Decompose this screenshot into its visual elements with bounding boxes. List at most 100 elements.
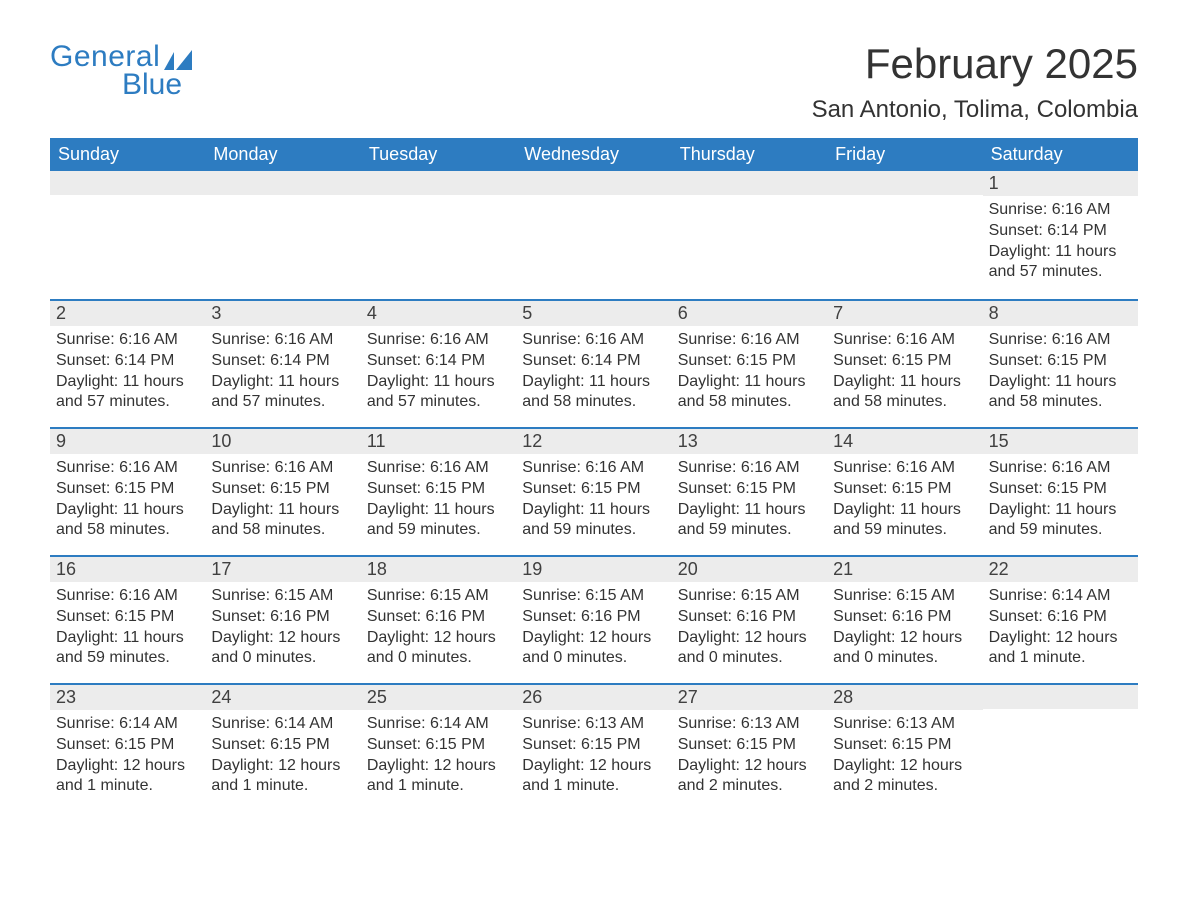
daylight-text: Daylight: 12 hours and 1 minute. bbox=[211, 756, 354, 798]
sunset-text: Sunset: 6:15 PM bbox=[211, 479, 354, 500]
sunrise-text: Sunrise: 6:16 AM bbox=[989, 330, 1132, 351]
dow-saturday: Saturday bbox=[983, 138, 1138, 171]
daylight-text: Daylight: 11 hours and 58 minutes. bbox=[522, 372, 665, 414]
day-cell: 21Sunrise: 6:15 AMSunset: 6:16 PMDayligh… bbox=[827, 557, 982, 683]
day-cell: 1 Sunrise: 6:16 AMSunset: 6:14 PMDaylight… bbox=[983, 171, 1138, 299]
day-cell: 18Sunrise: 6:15 AMSunset: 6:16 PMDayligh… bbox=[361, 557, 516, 683]
day-cell: 3Sunrise: 6:16 AMSunset: 6:14 PMDaylight… bbox=[205, 301, 360, 427]
dow-tuesday: Tuesday bbox=[361, 138, 516, 171]
day-body: Sunrise: 6:16 AMSunset: 6:14 PMDaylight:… bbox=[361, 326, 516, 423]
month-title: February 2025 bbox=[812, 40, 1138, 88]
sunset-text: Sunset: 6:15 PM bbox=[678, 351, 821, 372]
sunrise-text: Sunrise: 6:16 AM bbox=[833, 330, 976, 351]
day-number: 11 bbox=[361, 429, 516, 454]
daylight-text: Daylight: 11 hours and 57 minutes. bbox=[989, 242, 1132, 284]
day-cell: 6Sunrise: 6:16 AMSunset: 6:15 PMDaylight… bbox=[672, 301, 827, 427]
day-body: Sunrise: 6:16 AMSunset: 6:15 PMDaylight:… bbox=[983, 326, 1138, 423]
day-cell: 13Sunrise: 6:16 AMSunset: 6:15 PMDayligh… bbox=[672, 429, 827, 555]
day-body: Sunrise: 6:14 AMSunset: 6:16 PMDaylight:… bbox=[983, 582, 1138, 679]
sunset-text: Sunset: 6:14 PM bbox=[211, 351, 354, 372]
day-number: 26 bbox=[516, 685, 671, 710]
day-body: Sunrise: 6:16 AMSunset: 6:15 PMDaylight:… bbox=[205, 454, 360, 551]
sunrise-text: Sunrise: 6:15 AM bbox=[678, 586, 821, 607]
daylight-text: Daylight: 12 hours and 0 minutes. bbox=[678, 628, 821, 670]
sunset-text: Sunset: 6:14 PM bbox=[989, 221, 1132, 242]
day-cell: 12Sunrise: 6:16 AMSunset: 6:15 PMDayligh… bbox=[516, 429, 671, 555]
day-cell: 27Sunrise: 6:13 AMSunset: 6:15 PMDayligh… bbox=[672, 685, 827, 811]
sunrise-text: Sunrise: 6:16 AM bbox=[56, 586, 199, 607]
day-body: Sunrise: 6:16 AMSunset: 6:15 PMDaylight:… bbox=[827, 326, 982, 423]
day-cell: 8Sunrise: 6:16 AMSunset: 6:15 PMDaylight… bbox=[983, 301, 1138, 427]
sunset-text: Sunset: 6:15 PM bbox=[211, 735, 354, 756]
day-body: Sunrise: 6:15 AMSunset: 6:16 PMDaylight:… bbox=[672, 582, 827, 679]
day-body: Sunrise: 6:16 AMSunset: 6:15 PMDaylight:… bbox=[516, 454, 671, 551]
day-cell bbox=[361, 171, 516, 299]
sunrise-text: Sunrise: 6:15 AM bbox=[522, 586, 665, 607]
day-body: Sunrise: 6:15 AMSunset: 6:16 PMDaylight:… bbox=[361, 582, 516, 679]
sunset-text: Sunset: 6:14 PM bbox=[367, 351, 510, 372]
daylight-text: Daylight: 12 hours and 1 minute. bbox=[367, 756, 510, 798]
calendar: Sunday Monday Tuesday Wednesday Thursday… bbox=[50, 138, 1138, 811]
sunrise-text: Sunrise: 6:14 AM bbox=[367, 714, 510, 735]
day-body: Sunrise: 6:14 AMSunset: 6:15 PMDaylight:… bbox=[50, 710, 205, 807]
location-text: San Antonio, Tolima, Colombia bbox=[812, 96, 1138, 124]
sunset-text: Sunset: 6:16 PM bbox=[367, 607, 510, 628]
day-number: 4 bbox=[361, 301, 516, 326]
day-body: Sunrise: 6:16 AMSunset: 6:15 PMDaylight:… bbox=[672, 326, 827, 423]
day-cell bbox=[983, 685, 1138, 811]
day-number: 25 bbox=[361, 685, 516, 710]
daylight-text: Daylight: 11 hours and 58 minutes. bbox=[833, 372, 976, 414]
sunrise-text: Sunrise: 6:14 AM bbox=[56, 714, 199, 735]
day-cell: 4Sunrise: 6:16 AMSunset: 6:14 PMDaylight… bbox=[361, 301, 516, 427]
day-cell: 26Sunrise: 6:13 AMSunset: 6:15 PMDayligh… bbox=[516, 685, 671, 811]
day-number bbox=[516, 171, 671, 195]
day-body: Sunrise: 6:16 AMSunset: 6:15 PMDaylight:… bbox=[672, 454, 827, 551]
dow-monday: Monday bbox=[205, 138, 360, 171]
sunrise-text: Sunrise: 6:13 AM bbox=[833, 714, 976, 735]
daylight-text: Daylight: 11 hours and 58 minutes. bbox=[989, 372, 1132, 414]
daylight-text: Daylight: 11 hours and 59 minutes. bbox=[833, 500, 976, 542]
daylight-text: Daylight: 11 hours and 58 minutes. bbox=[678, 372, 821, 414]
sunrise-text: Sunrise: 6:13 AM bbox=[522, 714, 665, 735]
day-body: Sunrise: 6:16 AMSunset: 6:14 PMDaylight:… bbox=[205, 326, 360, 423]
day-cell: 9Sunrise: 6:16 AMSunset: 6:15 PMDaylight… bbox=[50, 429, 205, 555]
day-body: Sunrise: 6:14 AMSunset: 6:15 PMDaylight:… bbox=[205, 710, 360, 807]
day-cell: 24Sunrise: 6:14 AMSunset: 6:15 PMDayligh… bbox=[205, 685, 360, 811]
day-cell: 7Sunrise: 6:16 AMSunset: 6:15 PMDaylight… bbox=[827, 301, 982, 427]
day-body: Sunrise: 6:16 AMSunset: 6:14 PMDaylight:… bbox=[516, 326, 671, 423]
day-number bbox=[983, 685, 1138, 709]
sunrise-text: Sunrise: 6:16 AM bbox=[989, 200, 1132, 221]
sunset-text: Sunset: 6:15 PM bbox=[989, 351, 1132, 372]
sunset-text: Sunset: 6:15 PM bbox=[833, 479, 976, 500]
sunrise-text: Sunrise: 6:16 AM bbox=[522, 330, 665, 351]
week-row: 2Sunrise: 6:16 AMSunset: 6:14 PMDaylight… bbox=[50, 299, 1138, 427]
day-number: 12 bbox=[516, 429, 671, 454]
sunrise-text: Sunrise: 6:16 AM bbox=[367, 458, 510, 479]
sunset-text: Sunset: 6:15 PM bbox=[678, 479, 821, 500]
daylight-text: Daylight: 11 hours and 59 minutes. bbox=[989, 500, 1132, 542]
sunset-text: Sunset: 6:15 PM bbox=[522, 479, 665, 500]
sunset-text: Sunset: 6:14 PM bbox=[56, 351, 199, 372]
sunset-text: Sunset: 6:16 PM bbox=[833, 607, 976, 628]
day-cell: 16Sunrise: 6:16 AMSunset: 6:15 PMDayligh… bbox=[50, 557, 205, 683]
sunset-text: Sunset: 6:16 PM bbox=[989, 607, 1132, 628]
day-body: Sunrise: 6:14 AMSunset: 6:15 PMDaylight:… bbox=[361, 710, 516, 807]
daylight-text: Daylight: 11 hours and 57 minutes. bbox=[56, 372, 199, 414]
daylight-text: Daylight: 11 hours and 57 minutes. bbox=[367, 372, 510, 414]
sunset-text: Sunset: 6:16 PM bbox=[522, 607, 665, 628]
weeks-container: 1Sunrise: 6:16 AMSunset: 6:14 PMDaylight… bbox=[50, 171, 1138, 811]
day-body: Sunrise: 6:16 AMSunset: 6:15 PMDaylight:… bbox=[827, 454, 982, 551]
sunrise-text: Sunrise: 6:16 AM bbox=[211, 458, 354, 479]
sunrise-text: Sunrise: 6:14 AM bbox=[211, 714, 354, 735]
day-cell: 28Sunrise: 6:13 AMSunset: 6:15 PMDayligh… bbox=[827, 685, 982, 811]
day-number: 1 bbox=[983, 171, 1138, 196]
day-number: 7 bbox=[827, 301, 982, 326]
day-body: Sunrise: 6:15 AMSunset: 6:16 PMDaylight:… bbox=[205, 582, 360, 679]
sunset-text: Sunset: 6:14 PM bbox=[522, 351, 665, 372]
day-body: Sunrise: 6:16 AMSunset: 6:15 PMDaylight:… bbox=[50, 582, 205, 679]
day-cell bbox=[516, 171, 671, 299]
sunrise-text: Sunrise: 6:14 AM bbox=[989, 586, 1132, 607]
day-cell bbox=[827, 171, 982, 299]
day-number: 15 bbox=[983, 429, 1138, 454]
sunset-text: Sunset: 6:15 PM bbox=[833, 351, 976, 372]
